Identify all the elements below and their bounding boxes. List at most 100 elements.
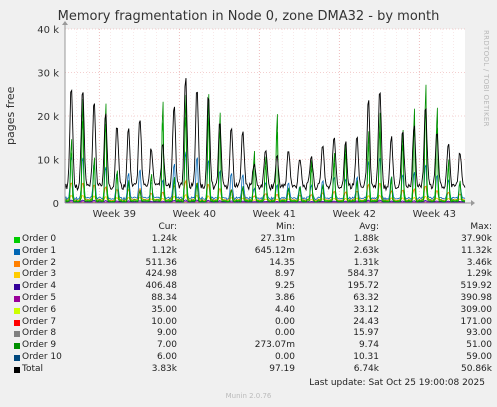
legend-row: Order 4 406.48 9.25 195.72 519.92 — [12, 281, 492, 293]
x-tick-label: Week 43 — [413, 209, 456, 220]
legend-cur-value: 1.12k — [151, 245, 177, 256]
legend-header: Cur: Min: Avg: Max: — [12, 222, 492, 234]
legend-series-name: Order 4 — [22, 281, 57, 292]
legend-min-value: 0.00 — [274, 352, 295, 362]
legend-avg-value: 2.63k — [353, 245, 379, 256]
col-header-cur: Cur: — [158, 222, 177, 232]
legend-series-name: Order 10 — [22, 352, 62, 362]
series-line-order9 — [64, 84, 466, 203]
col-header-min: Min: — [275, 222, 295, 232]
legend-row: Total 3.83k 97.19 6.74k 50.86k — [12, 364, 492, 376]
y-axis-arrow — [62, 21, 68, 25]
legend-min-value: 645.12m — [254, 245, 295, 256]
legend-swatch — [14, 248, 20, 255]
legend-swatch — [14, 319, 20, 326]
legend-series-name: Order 2 — [22, 257, 57, 268]
legend-series-name: Order 3 — [22, 269, 57, 280]
legend-cur-value: 511.36 — [145, 257, 178, 268]
legend-max-value: 50.86k — [461, 363, 492, 374]
x-tick-label: Week 41 — [253, 209, 296, 220]
legend-avg-value: 10.31 — [353, 352, 379, 362]
legend-min-value: 0.00 — [274, 328, 295, 339]
col-header-max: Max: — [470, 222, 492, 232]
series-line-order4 — [64, 199, 466, 203]
x-axis-arrow — [471, 200, 475, 206]
y-tick-label: 40 k — [37, 25, 59, 36]
legend-avg-value: 1.31k — [353, 257, 379, 268]
legend-swatch — [14, 343, 20, 350]
legend-max-value: 171.00 — [460, 316, 493, 327]
legend-series-name: Order 1 — [22, 245, 57, 256]
legend-row: Order 0 1.24k 27.31m 1.88k 37.90k — [12, 234, 492, 246]
legend-row: Order 1 1.12k 645.12m 2.63k 11.32k — [12, 246, 492, 258]
legend-swatch — [14, 355, 20, 361]
legend-max-value: 51.00 — [466, 340, 492, 351]
legend-avg-value: 9.74 — [358, 340, 379, 351]
series-line-total — [64, 78, 466, 192]
legend-min-value: 0.00 — [274, 316, 295, 327]
legend-max-value: 390.98 — [460, 293, 493, 303]
chart-title: Memory fragmentation in Node 0, zone DMA… — [57, 9, 440, 24]
legend-min-value: 8.97 — [274, 269, 295, 280]
legend-max-value: 519.92 — [460, 281, 493, 292]
legend-avg-value: 6.74k — [353, 363, 379, 374]
legend-min-value: 27.31m — [260, 234, 295, 244]
col-header-avg: Avg: — [359, 222, 379, 232]
legend-avg-value: 33.12 — [353, 304, 379, 315]
series-line-order1 — [64, 151, 466, 201]
y-tick-label: 0 — [53, 199, 59, 210]
legend-min-value: 4.40 — [274, 304, 295, 315]
legend-series-name: Total — [22, 363, 44, 374]
legend-max-value: 59.00 — [466, 352, 492, 362]
legend-max-value: 1.29k — [466, 269, 492, 280]
legend-avg-value: 24.43 — [353, 316, 379, 327]
x-tick-label: Week 39 — [93, 209, 136, 220]
legend-swatch — [14, 296, 20, 302]
legend-cur-value: 88.34 — [151, 293, 177, 303]
x-tick-label: Week 40 — [173, 209, 216, 220]
legend-min-value: 9.25 — [274, 281, 295, 292]
legend-cur-value: 10.00 — [151, 316, 177, 327]
legend-swatch — [14, 272, 20, 279]
legend-max-value: 3.46k — [466, 257, 492, 268]
legend-max-value: 93.00 — [466, 328, 492, 339]
legend-cur-value: 3.83k — [151, 363, 177, 374]
legend-row: Order 7 10.00 0.00 24.43 171.00 — [12, 317, 492, 329]
last-update: Last update: Sat Oct 25 19:00:08 2025 — [309, 378, 485, 388]
legend-row: Order 6 35.00 4.40 33.12 309.00 — [12, 305, 492, 317]
legend-min-value: 14.35 — [269, 257, 295, 268]
x-tick-label: Week 42 — [333, 209, 376, 220]
legend-max-value: 11.32k — [461, 245, 492, 256]
legend-min-value: 273.07m — [254, 340, 295, 351]
legend-swatch — [14, 260, 20, 267]
legend-avg-value: 584.37 — [347, 269, 380, 280]
legend-avg-value: 15.97 — [353, 328, 379, 339]
legend-row: Order 2 511.36 14.35 1.31k 3.46k — [12, 258, 492, 270]
legend-series-name: Order 5 — [22, 293, 57, 303]
legend-cur-value: 1.24k — [151, 234, 177, 244]
legend-cur-value: 9.00 — [156, 328, 177, 339]
legend-cur-value: 424.98 — [145, 269, 178, 280]
plot-area: 0 10 k 20 k 30 k 40 k Week 39 Week 40 Week 41 We… — [37, 21, 475, 220]
series-line-order2 — [64, 179, 466, 202]
legend-min-value: 3.86 — [274, 293, 295, 303]
legend-swatch — [14, 307, 20, 314]
legend-row: Order 8 9.00 0.00 15.97 93.00 — [12, 328, 492, 340]
legend-swatch — [14, 284, 20, 291]
legend-avg-value: 195.72 — [347, 281, 380, 292]
legend-avg-value: 63.32 — [353, 293, 379, 303]
legend-swatch — [14, 366, 20, 373]
legend-min-value: 97.19 — [269, 363, 295, 374]
legend-series-name: Order 9 — [22, 340, 57, 351]
legend-cur-value: 406.48 — [145, 281, 178, 292]
legend-swatch — [14, 237, 20, 243]
legend-max-value: 37.90k — [461, 234, 492, 244]
legend-avg-value: 1.88k — [353, 234, 379, 244]
legend-row: Order 9 7.00 273.07m 9.74 51.00 — [12, 340, 492, 352]
y-tick-label: 10 k — [37, 156, 59, 167]
legend-row: Order 10 6.00 0.00 10.31 59.00 — [12, 352, 492, 364]
legend-row: Order 5 88.34 3.86 63.32 390.98 — [12, 293, 492, 305]
legend-series-name: Order 6 — [22, 304, 57, 315]
legend-cur-value: 7.00 — [156, 340, 177, 351]
legend-swatch — [14, 331, 20, 338]
